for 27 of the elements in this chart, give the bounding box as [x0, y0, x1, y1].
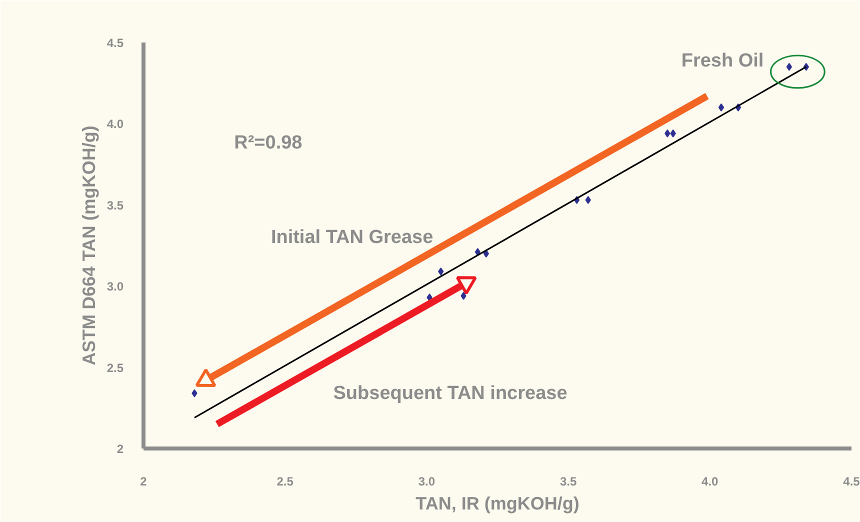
y-tick-label: 4.5 — [106, 36, 124, 50]
annotation: Initial TAN Grease — [270, 226, 434, 248]
x-tick-label: 3.0 — [418, 474, 436, 488]
y-tick-label: 3.5 — [106, 198, 124, 212]
annotation: Fresh Oil — [681, 50, 764, 72]
y-tick-label: 2 — [116, 442, 124, 456]
point — [585, 196, 591, 204]
x-tick-label: 4.5 — [843, 474, 860, 488]
point — [670, 129, 676, 138]
x-tick-label: 2.5 — [276, 474, 294, 488]
y-tick-label: 3.0 — [106, 280, 124, 294]
x-axis-title: TAN, IR (mgKOH/g) — [416, 494, 580, 514]
point — [192, 389, 198, 398]
point — [438, 267, 444, 276]
x-tick-label: 3.5 — [560, 474, 577, 488]
point — [718, 103, 724, 112]
x-tick-label: 2 — [140, 474, 148, 488]
y-tick-label: 4.0 — [106, 117, 124, 132]
point — [664, 129, 670, 138]
x-tick-label: 4.0 — [702, 474, 719, 488]
y-tick-label: 2.5 — [106, 360, 124, 375]
annotation: R²=0.98 — [234, 132, 302, 154]
point — [426, 293, 432, 302]
point — [786, 62, 792, 71]
point — [474, 248, 481, 256]
y-axis-title: ASTM D664 TAN (mgKOH/g) — [78, 126, 99, 366]
annotation: Subsequent TAN increase — [333, 382, 568, 404]
